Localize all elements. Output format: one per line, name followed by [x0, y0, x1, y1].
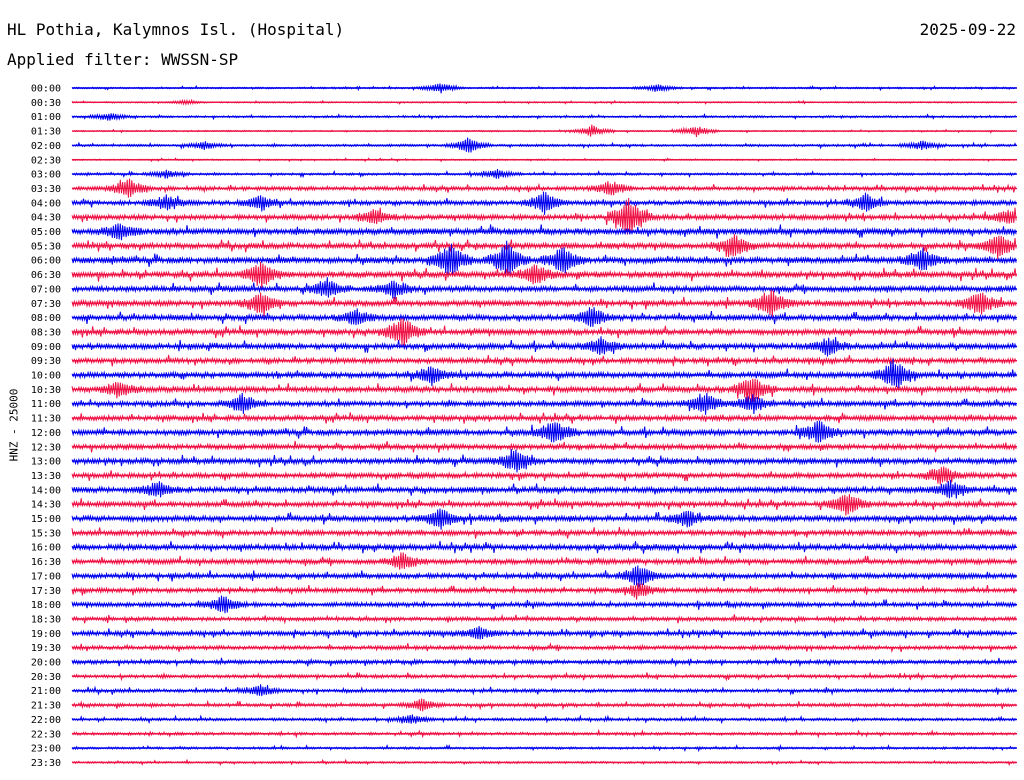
time-label: 21:30	[31, 701, 61, 712]
time-label: 11:00	[31, 399, 61, 410]
time-label: 06:30	[31, 270, 61, 281]
time-label: 13:30	[31, 471, 61, 482]
time-label: 01:30	[31, 127, 61, 138]
time-label: 18:30	[31, 614, 61, 625]
time-label: 13:00	[31, 457, 61, 468]
time-label: 00:30	[31, 98, 61, 109]
time-label: 01:00	[31, 112, 61, 123]
time-label: 18:00	[31, 600, 61, 611]
time-label: 23:30	[31, 758, 61, 769]
time-label: 15:00	[31, 514, 61, 525]
time-label: 08:00	[31, 313, 61, 324]
trace-line	[71, 583, 1017, 600]
time-label: 19:00	[31, 629, 61, 640]
trace-line	[71, 261, 1017, 289]
time-label: 17:30	[31, 586, 61, 597]
time-label: 10:30	[31, 385, 61, 396]
time-label: 11:30	[31, 414, 61, 425]
time-label: 05:00	[31, 227, 61, 238]
trace-line	[71, 392, 1017, 415]
time-label: 09:30	[31, 356, 61, 367]
time-label: 20:30	[31, 672, 61, 683]
time-label: 16:00	[31, 543, 61, 554]
time-label: 19:30	[31, 643, 61, 654]
trace-line	[71, 466, 1017, 485]
plot-date: 2025-09-22	[919, 20, 1016, 39]
time-label: 22:30	[31, 729, 61, 740]
time-label: 15:30	[31, 528, 61, 539]
time-label: 12:30	[31, 442, 61, 453]
time-label: 22:00	[31, 715, 61, 726]
time-label: 04:30	[31, 213, 61, 224]
station-title: HL Pothia, Kalymnos Isl. (Hospital)	[7, 20, 345, 39]
time-label: 03:00	[31, 170, 61, 181]
time-label: 20:00	[31, 658, 61, 669]
time-label: 00:00	[31, 84, 61, 95]
time-label: 12:00	[31, 428, 61, 439]
trace-line	[71, 420, 1017, 443]
trace-line	[71, 234, 1017, 260]
time-label: 06:00	[31, 256, 61, 267]
time-label: 21:00	[31, 686, 61, 697]
time-label: 08:30	[31, 327, 61, 338]
time-label: 05:30	[31, 241, 61, 252]
time-label: 07:30	[31, 299, 61, 310]
time-label: 16:30	[31, 557, 61, 568]
time-label: 17:00	[31, 571, 61, 582]
trace-line	[71, 318, 1017, 348]
time-label: 14:00	[31, 485, 61, 496]
trace-line	[71, 378, 1017, 404]
trace-line	[71, 412, 1017, 424]
time-label: 23:00	[31, 744, 61, 755]
trace-line	[71, 358, 1017, 389]
time-label: 14:30	[31, 500, 61, 511]
time-label: 02:30	[31, 155, 61, 166]
filter-label: Applied filter: WWSSN-SP	[7, 50, 239, 69]
time-label: 03:30	[31, 184, 61, 195]
time-label: 02:00	[31, 141, 61, 152]
time-label: 09:00	[31, 342, 61, 353]
time-label: 04:00	[31, 198, 61, 209]
time-label: 10:00	[31, 371, 61, 382]
time-label: 07:00	[31, 284, 61, 295]
